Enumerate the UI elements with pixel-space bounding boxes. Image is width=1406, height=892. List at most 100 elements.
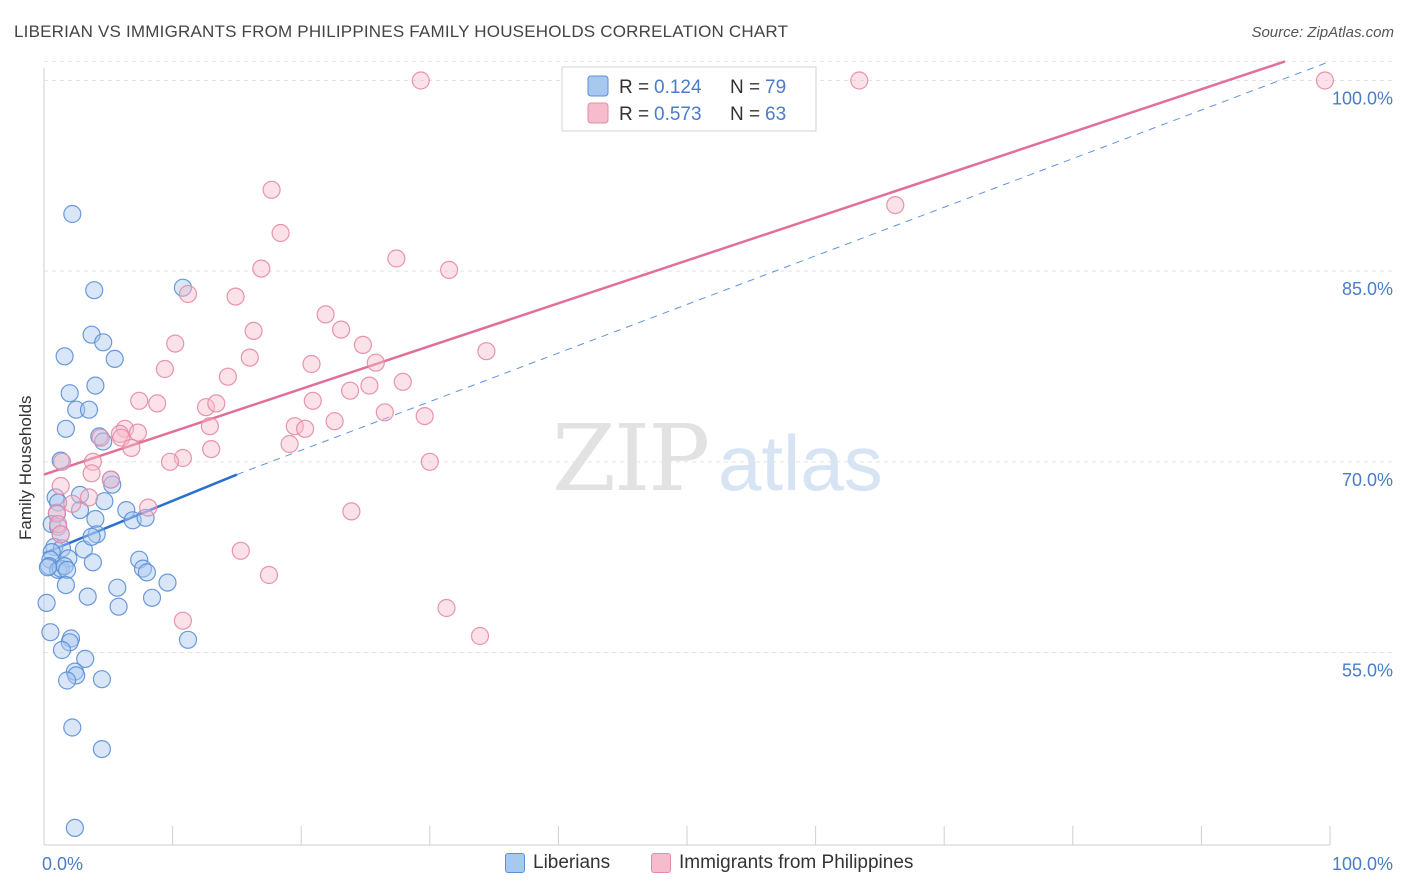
philippines-point-21 <box>218 367 237 386</box>
y-axis-label: Family Households <box>16 395 35 540</box>
philippines-point-31 <box>415 407 434 426</box>
liberians-point-32 <box>52 539 72 558</box>
legend-n-value-0: 79 <box>765 77 786 98</box>
source-credit: Source: ZipAtlas.com <box>1251 24 1394 41</box>
stats-legend: R = 0.124 N = 79 R = 0.573 N = 63 <box>561 66 817 132</box>
philippines-point-22 <box>393 372 412 391</box>
philippines-point-13 <box>332 320 351 339</box>
liberians-point-4 <box>94 333 113 352</box>
philippines-point-29 <box>303 391 322 410</box>
axes <box>43 68 1331 846</box>
philippines-point-30 <box>375 403 394 422</box>
philippines-point-59 <box>231 541 250 560</box>
philippines-point-7 <box>440 260 459 279</box>
philippines-point-20 <box>155 359 174 379</box>
liberians-point-60 <box>76 649 95 669</box>
legend-label-philippines: Immigrants from Philippines <box>679 852 914 873</box>
philippines-point-50 <box>101 470 121 489</box>
liberians-point-8 <box>60 384 79 403</box>
liberians-point-10 <box>79 400 99 419</box>
philippines-trend-line <box>43 60 1286 476</box>
zipatlas-watermark: ZIP atlas <box>552 405 883 512</box>
liberians-point-58 <box>178 630 198 649</box>
legend-item-liberians: Liberians <box>505 852 610 874</box>
legend-label-liberians: Liberians <box>533 852 611 873</box>
y-tick-label-70: 70.0% <box>1342 470 1393 490</box>
philippines-point-1 <box>850 71 869 90</box>
philippines-point-24 <box>341 381 360 400</box>
liberians-point-62 <box>67 666 86 685</box>
philippines-point-46 <box>52 452 72 471</box>
philippines-point-26 <box>148 394 167 413</box>
liberians-point-52 <box>78 587 97 606</box>
liberians-point-0 <box>63 204 82 224</box>
philippines-point-61 <box>437 598 456 618</box>
watermark-atlas: atlas <box>718 419 883 507</box>
philippines-point-4 <box>271 223 290 243</box>
philippines-swatch <box>651 853 671 873</box>
series-legend: Liberians Immigrants from Philippines <box>0 852 1406 878</box>
liberians-point-63 <box>57 671 77 690</box>
philippines-point-49 <box>82 464 101 483</box>
data-points <box>37 71 1335 838</box>
liberians-point-20 <box>95 492 114 511</box>
legend-r-label-1: R = <box>619 104 649 125</box>
philippines-point-53 <box>63 494 82 513</box>
liberians-point-7 <box>86 376 105 395</box>
liberians-point-35 <box>42 542 61 562</box>
philippines-point-15 <box>353 335 372 354</box>
philippines-point-40 <box>91 428 110 447</box>
legend-n-label-0: N = <box>730 77 760 98</box>
philippines-point-54 <box>139 498 158 517</box>
legend-item-philippines: Immigrants from Philippines <box>651 852 913 874</box>
philippines-point-2 <box>1315 71 1335 90</box>
philippines-point-27 <box>196 398 216 417</box>
philippines-point-52 <box>79 488 99 507</box>
legend-n-value-1: 63 <box>765 104 786 125</box>
liberians-point-57 <box>60 633 79 652</box>
trend-lines <box>43 60 1331 555</box>
liberians-point-54 <box>109 597 128 616</box>
philippines-point-6 <box>387 249 406 268</box>
liberians-point-6 <box>105 349 124 368</box>
philippines-point-8 <box>252 259 271 278</box>
liberians-point-59 <box>52 640 72 660</box>
philippines-point-25 <box>130 391 149 410</box>
liberians-point-22 <box>117 501 136 520</box>
philippines-point-55 <box>342 502 361 521</box>
liberians-swatch <box>505 853 525 873</box>
liberians-point-9 <box>67 400 86 419</box>
liberians-point-11 <box>56 419 76 438</box>
philippines-point-60 <box>259 565 279 585</box>
liberians-trend-line <box>43 473 238 555</box>
y-tick-label-55: 55.0% <box>1342 661 1393 681</box>
philippines-point-43 <box>122 438 141 457</box>
philippines-point-14 <box>166 334 185 353</box>
philippines-point-58 <box>51 525 70 544</box>
x-tick-label-0: 0.0% <box>42 854 83 874</box>
liberians-point-30 <box>87 525 106 544</box>
liberians-point-64 <box>92 670 112 689</box>
liberians-point-47 <box>38 558 58 577</box>
liberians-point-48 <box>56 575 76 595</box>
philippines-point-9 <box>178 284 198 304</box>
philippines-point-51 <box>51 476 70 496</box>
philippines-point-18 <box>302 354 321 374</box>
philippines-point-5 <box>886 196 905 215</box>
philippines-point-33 <box>200 417 219 436</box>
legend-r-value-1: 0.573 <box>654 104 702 125</box>
philippines-point-35 <box>296 419 315 438</box>
philippines-point-19 <box>366 353 385 372</box>
philippines-point-23 <box>360 376 379 395</box>
watermark-zip: ZIP <box>552 405 708 512</box>
legend-swatch-0 <box>587 75 609 97</box>
y-tick-label-100: 100.0% <box>1332 89 1393 109</box>
liberians-point-66 <box>92 739 112 759</box>
philippines-point-0 <box>411 71 430 90</box>
philippines-point-37 <box>128 423 147 442</box>
liberians-point-1 <box>85 281 104 300</box>
liberians-point-5 <box>55 347 74 366</box>
liberians-point-34 <box>82 527 101 546</box>
philippines-point-12 <box>244 321 263 340</box>
